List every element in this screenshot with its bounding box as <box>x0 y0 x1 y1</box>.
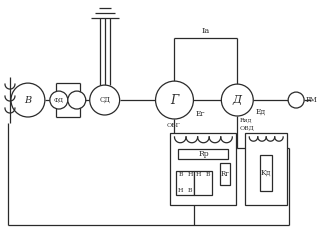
Text: H: H <box>188 172 193 177</box>
Text: B: B <box>206 172 211 177</box>
Bar <box>177 171 195 195</box>
Text: H: H <box>196 172 201 177</box>
Bar <box>245 133 287 205</box>
Text: Rяд: Rяд <box>239 118 252 123</box>
Text: ФД: ФД <box>54 98 64 102</box>
Text: РМ: РМ <box>306 96 318 104</box>
Text: B: B <box>24 96 31 105</box>
Circle shape <box>221 84 253 116</box>
Text: Eг: Eг <box>196 110 205 118</box>
Bar <box>220 163 230 185</box>
Circle shape <box>11 83 45 117</box>
Text: B: B <box>178 172 183 177</box>
Text: Rг: Rг <box>221 170 230 178</box>
Text: H: H <box>178 188 183 193</box>
Text: СД: СД <box>99 96 110 104</box>
Text: B: B <box>188 188 193 193</box>
Bar <box>195 171 212 195</box>
Circle shape <box>156 81 193 119</box>
Bar <box>260 155 272 191</box>
Text: ОВД: ОВД <box>239 125 254 130</box>
Circle shape <box>68 91 86 109</box>
Text: Kд: Kд <box>261 169 271 177</box>
Text: ОВГ: ОВГ <box>166 123 180 128</box>
Text: Д: Д <box>233 95 242 105</box>
Text: Iа: Iа <box>202 27 210 35</box>
Text: Rр: Rр <box>198 150 209 158</box>
Text: Eд: Eд <box>255 108 266 116</box>
Text: Г: Г <box>170 94 179 106</box>
Bar <box>171 133 236 205</box>
Circle shape <box>90 85 120 115</box>
Bar <box>179 149 228 159</box>
Circle shape <box>288 92 304 108</box>
Circle shape <box>50 91 68 109</box>
